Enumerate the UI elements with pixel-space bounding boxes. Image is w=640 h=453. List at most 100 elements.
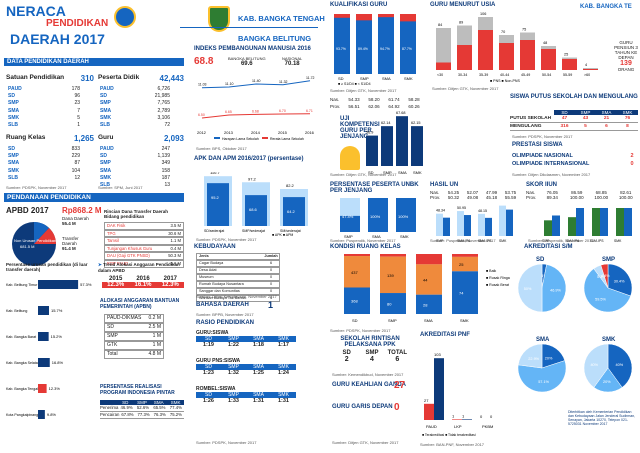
realisasi-row: Pencairan 67.8% 77.3% 76.3% 75.2%	[100, 412, 184, 419]
skor-row-value: 76.05	[546, 190, 558, 195]
satuan-item: SMK 5	[6, 115, 94, 122]
rincian-value: 3.5 M	[170, 223, 181, 228]
skor-row-value: 68.85	[595, 190, 607, 195]
garis-title: GURU GARIS DEPAN	[332, 404, 393, 410]
rincian-value: 30.6 M	[168, 230, 181, 236]
putus-head-cell: SMA	[596, 110, 617, 115]
ruang-item-value: 833	[71, 146, 80, 152]
putus-head: SD SMP SMA SMK	[510, 110, 638, 115]
usia-bar-pns	[583, 69, 598, 70]
kual-legend: ■ ≥ S1/D4 ■ < S1/D4	[338, 82, 371, 86]
trend-year: 2015	[108, 276, 123, 282]
trend-arrow-icon: ➤	[98, 262, 102, 267]
rasio-value: 1:19	[202, 342, 214, 348]
peserta-item-value: 72	[164, 122, 170, 129]
usia-bar-pns	[562, 59, 577, 70]
kebudayaan-name: Jenis	[199, 254, 209, 258]
alokasi-row: PAUD-DIKMAS 0.2 M	[104, 314, 164, 323]
kab-value: 16.8%	[52, 360, 64, 365]
akred-slice-label: 46.9%	[550, 288, 561, 292]
realisasi-cell: 76.3%	[153, 412, 166, 417]
putus-source: Sumber: PDSPK, November 2017	[512, 134, 573, 139]
kondisi-category: SD	[352, 318, 358, 323]
guru-item-value: 158	[161, 167, 170, 174]
un-chart: 56.9 SD 62.14 SMP 67.68 SMA 62.15 SMK	[366, 111, 423, 175]
guru-item-label: SLB	[100, 182, 110, 189]
alokasi-row: GTK 1 M	[104, 341, 164, 350]
akred-pie-label: SMK	[602, 337, 616, 343]
ruang-item: SD 833	[6, 146, 94, 153]
pnf-bar-tidak	[434, 358, 444, 420]
hasil-un-table: Nas. 54.25 52.07 47.99 53.75 Prov. 50.32 49.08 4…	[430, 190, 520, 200]
ruang-item: SMA 87	[6, 160, 94, 167]
realisasi-cell: 75.2%	[169, 412, 182, 417]
usia-value: 106	[480, 12, 486, 16]
pnf-title: AKREDITASI PNF	[420, 332, 470, 338]
akred-slice-label: 22.9%	[528, 357, 539, 361]
peserta-item: SMK 3,106	[98, 115, 184, 122]
kual-category: SMK	[404, 76, 413, 81]
keahlian-title: GURU KEAHLIAN GANDA	[332, 382, 406, 388]
hasil-bar-2016	[499, 205, 506, 236]
ruang-item-label: SMK	[8, 167, 20, 174]
apm-bar	[283, 197, 305, 226]
usia-bar-pns	[541, 49, 556, 70]
kual-bar-s1	[356, 20, 372, 74]
kondisi-ringan-label: 44	[423, 278, 428, 283]
alokasi-value: 1 M	[152, 333, 161, 339]
kondisi-bar-berat	[452, 254, 478, 257]
guru-item-label: SD	[100, 153, 107, 160]
usia-value: 89	[459, 21, 463, 25]
peserta-item-value: 2,789	[157, 107, 170, 114]
rasio-source: Sumber: PDSPK, November 2017	[196, 440, 257, 445]
akred-slice	[517, 263, 543, 313]
apm-label: 95.2	[211, 195, 220, 200]
alokasi-name: GTK	[107, 342, 118, 348]
kebudayaan-row: Sanggar dan Komunitas 0	[196, 288, 280, 295]
rincian-value: 1.1 M	[170, 238, 181, 244]
kebudayaan-value: 0	[269, 282, 273, 286]
rasio-head: SD SMP SMA SMK	[196, 336, 296, 342]
kondisi-bar-berat	[344, 254, 370, 257]
kebudayaan-name: Sanggar dan Komunitas	[199, 289, 240, 293]
unbk-value: 100%	[370, 214, 381, 219]
akred-slice-label: 3.1%	[538, 274, 547, 278]
un-category: SMA	[398, 170, 407, 175]
apk-legend: ■ APK ■ APM	[272, 233, 293, 236]
realisasi-head-cell: SD	[122, 400, 129, 405]
skor-bar-2016	[592, 208, 600, 236]
ppk-title: SEKOLAH RINTISAN PELAKSANA PPK	[340, 336, 400, 348]
akred-slice-label: 20%	[545, 356, 553, 360]
kab-bar	[38, 332, 49, 341]
unbk-bar	[340, 215, 360, 232]
hasil-row: Prov. 50.32 49.08 45.18 55.59	[430, 195, 520, 200]
skor-row-value: 100.00	[618, 195, 633, 200]
apk-label: 82.2	[286, 183, 295, 188]
kondisi-legend: ■ Rusak Ringan	[486, 276, 510, 280]
guru-item-value: 1,139	[157, 153, 170, 160]
rasio-head-cell: SD	[205, 364, 212, 370]
peserta-item-label: SMA	[100, 107, 112, 114]
ipm-year: 2016	[305, 130, 315, 135]
ipm-rls-line	[201, 113, 311, 119]
akred-slice	[517, 343, 543, 369]
usia-category: <30	[437, 73, 443, 77]
skor-chart: SMP SMA IPA SMA IPS SMK	[542, 208, 632, 243]
rincian-value: 50.3 M	[168, 253, 181, 259]
rincian-name: TPG	[107, 230, 116, 236]
ppk-value: 4	[370, 356, 374, 363]
kual-label: 87.7%	[402, 47, 412, 51]
kondisi-title: KONDISI RUANG KELAS	[330, 244, 401, 250]
pnf-source: Sumber: BAN-PNF, November 2017	[420, 442, 485, 447]
kual-label: 94.7%	[380, 47, 390, 51]
ppk-value: 2	[344, 356, 349, 363]
satuan-item-value: 7	[77, 107, 80, 114]
alokasi-value: 0.2 M	[148, 315, 161, 321]
satuan-item-label: PAUD	[8, 86, 22, 92]
un-value: 62.15	[411, 121, 421, 125]
keahlian-value: 27	[394, 380, 406, 391]
kab-label: Kab. Belitung	[6, 309, 27, 313]
kual-category: SMA	[382, 76, 391, 81]
un-category: SMP	[383, 170, 392, 175]
header-title-2: PENDIDIKAN	[46, 18, 109, 29]
